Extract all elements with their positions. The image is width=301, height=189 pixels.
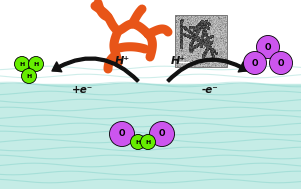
FancyArrowPatch shape — [52, 57, 139, 82]
Text: H: H — [33, 61, 39, 67]
Text: O: O — [265, 43, 271, 51]
Bar — [0, 84, 301, 189]
Text: H: H — [19, 61, 25, 67]
Circle shape — [131, 135, 145, 149]
Text: H⁺: H⁺ — [114, 56, 129, 66]
Text: +e⁻: +e⁻ — [72, 85, 94, 95]
Text: O: O — [278, 59, 284, 67]
Text: H: H — [26, 74, 32, 78]
Circle shape — [256, 36, 280, 59]
Circle shape — [269, 51, 293, 74]
Circle shape — [29, 57, 44, 71]
Circle shape — [14, 57, 29, 71]
Text: O: O — [119, 129, 125, 139]
FancyArrowPatch shape — [167, 58, 248, 82]
Text: O: O — [252, 59, 258, 67]
Circle shape — [141, 135, 156, 149]
Text: -e⁻: -e⁻ — [202, 85, 218, 95]
Circle shape — [150, 122, 175, 146]
Bar — [0, 0, 301, 84]
Text: O: O — [159, 129, 165, 139]
Circle shape — [110, 122, 135, 146]
Text: H⁺: H⁺ — [170, 56, 185, 66]
Circle shape — [21, 68, 36, 84]
Bar — [175, 15, 227, 67]
Text: H: H — [145, 139, 150, 145]
Text: H: H — [135, 139, 141, 145]
Text: 2 nm: 2 nm — [179, 55, 187, 59]
Circle shape — [244, 51, 266, 74]
